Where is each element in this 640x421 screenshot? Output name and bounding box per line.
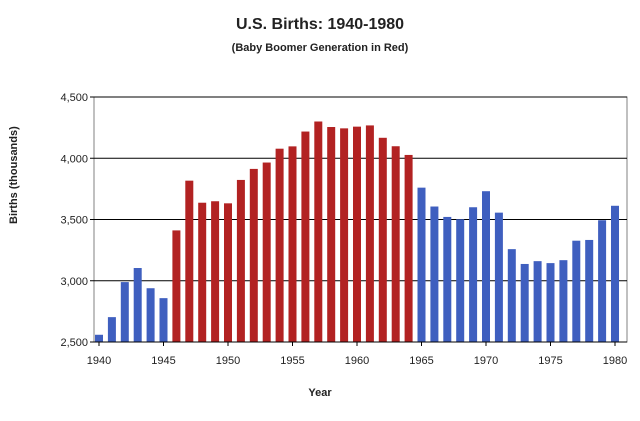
chart-title: U.S. Births: 1940-1980: [235, 16, 405, 33]
bar-1977: [572, 240, 581, 342]
y-tick-label: 2,500: [60, 337, 88, 349]
y-tick-label: 3,500: [60, 215, 88, 227]
bar-1965: [417, 187, 426, 342]
y-tick-label: 3,000: [60, 276, 88, 288]
bar-1960: [353, 126, 361, 343]
chart-subtitle: (Baby Boomer Generation in Red): [231, 42, 409, 54]
y-tick-label: 4,000: [60, 153, 88, 165]
bar-1972: [507, 249, 516, 342]
bar-1963: [391, 146, 400, 342]
bar-1959: [340, 128, 349, 342]
bar-1978: [585, 239, 594, 342]
bar-1949: [211, 201, 220, 342]
bar-1971: [494, 212, 503, 342]
bar-1952: [249, 168, 258, 342]
x-tick-label: 1975: [538, 355, 562, 367]
bar-1944: [146, 288, 155, 342]
bar-1962: [378, 137, 387, 342]
bar-1946: [172, 230, 181, 342]
x-tick-label: 1970: [474, 355, 498, 367]
bar-1969: [469, 207, 478, 342]
bar-1975: [546, 263, 555, 342]
bar-1955: [288, 146, 297, 342]
bar-1968: [456, 219, 465, 342]
bar-1970: [482, 191, 490, 342]
bar-1940: [95, 334, 103, 342]
bar-1961: [365, 125, 374, 342]
x-tick-label: 1945: [151, 355, 175, 367]
x-tick-label: 1965: [409, 355, 433, 367]
x-tick-label: 1940: [87, 355, 111, 367]
x-axis-label: Year: [308, 387, 332, 399]
bar-1967: [443, 216, 452, 342]
bar-1976: [559, 260, 568, 342]
bar-1957: [314, 121, 323, 342]
bar-1974: [533, 261, 542, 342]
x-tick-label: 1955: [280, 355, 304, 367]
y-tick-label: 4,500: [60, 92, 88, 104]
bar-1956: [301, 131, 310, 342]
bar-1954: [275, 148, 284, 342]
x-tick-label: 1950: [216, 355, 240, 367]
bar-1964: [404, 154, 413, 342]
x-tick-label: 1980: [603, 355, 627, 367]
bar-1950: [224, 203, 232, 342]
bar-1942: [120, 282, 129, 342]
bar-1945: [159, 298, 168, 342]
bar-1948: [198, 202, 207, 342]
bar-1980: [611, 205, 619, 342]
bar-1951: [236, 179, 245, 342]
bar-1979: [598, 220, 607, 342]
bar-1941: [107, 317, 116, 342]
bar-1943: [133, 268, 142, 342]
x-tick-label: 1960: [345, 355, 369, 367]
bar-1953: [262, 162, 271, 342]
bar-1958: [327, 127, 336, 342]
bar-1947: [185, 180, 194, 342]
bar-1966: [430, 206, 439, 342]
bar-1973: [520, 263, 529, 342]
